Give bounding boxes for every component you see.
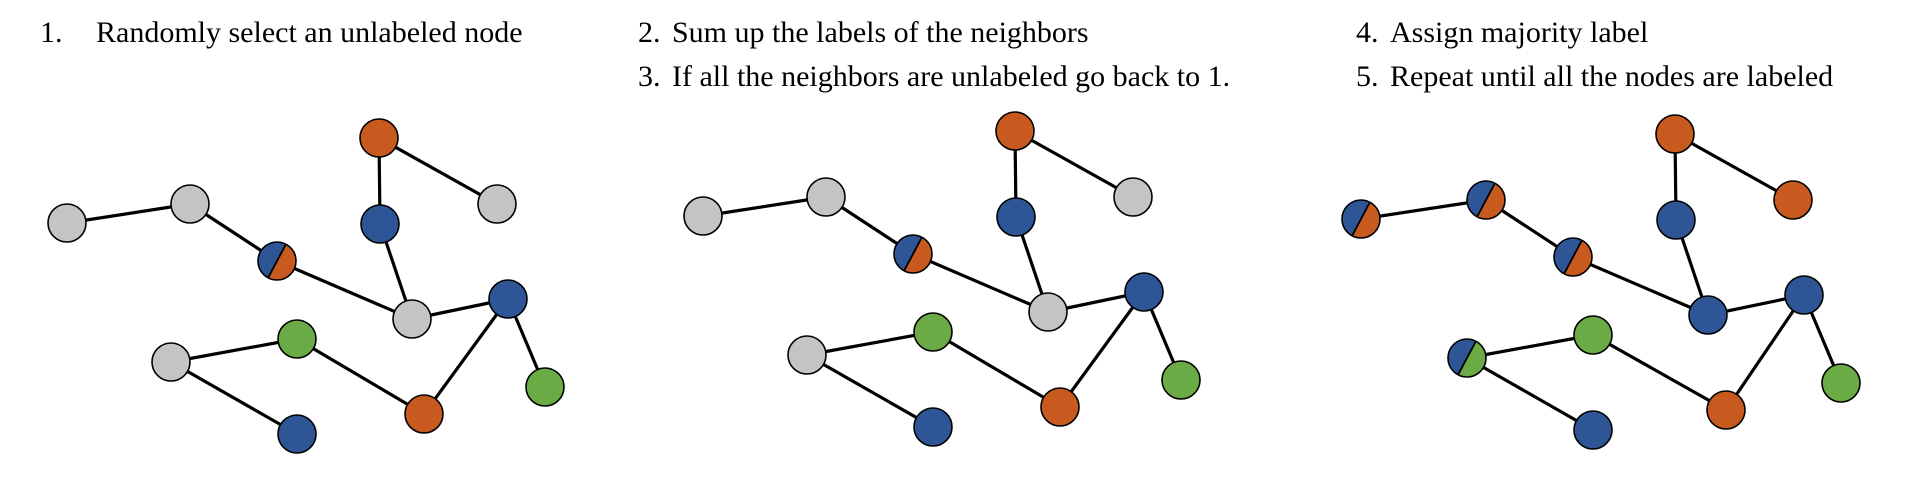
split-node [257, 241, 297, 281]
orange-node [1773, 180, 1813, 220]
graph-edge [1013, 129, 1135, 199]
unlabeled-node [47, 203, 87, 243]
graph-edge [275, 259, 414, 321]
graph-edge [701, 195, 828, 218]
step-2-number: 2. [638, 16, 661, 49]
unlabeled-node [1113, 177, 1153, 217]
green-node [1573, 315, 1613, 355]
orange-node [404, 394, 444, 434]
graph-edge [805, 330, 935, 357]
split-node [893, 234, 933, 274]
graph-edge [1724, 293, 1806, 412]
blue-node [913, 407, 953, 447]
graph-panel-2 [683, 111, 1201, 447]
graph-edge [65, 202, 192, 225]
graph-panel-3 [1341, 114, 1861, 450]
graph-edge [911, 252, 1050, 314]
unlabeled-node [477, 184, 517, 224]
step-1-number: 1. [40, 16, 63, 49]
orange-node [1655, 114, 1695, 154]
blue-node [360, 204, 400, 244]
step-1-text: Randomly select an unlabeled node [96, 16, 523, 49]
graph-edge [1465, 356, 1595, 432]
orange-node [1040, 387, 1080, 427]
green-node [525, 367, 565, 407]
blue-node [996, 197, 1036, 237]
step-5-number: 5. [1356, 60, 1379, 93]
graph-edge [377, 136, 499, 206]
graph-edge [1571, 255, 1710, 317]
graph-edge [1591, 333, 1728, 412]
step-3-text: If all the neighbors are unlabeled go ba… [672, 60, 1231, 93]
blue-node [1784, 275, 1824, 315]
step-3-number: 3. [638, 60, 661, 93]
blue-node [277, 414, 317, 454]
graph-edge [1465, 333, 1595, 360]
graph-edge [295, 337, 426, 416]
green-node [1161, 360, 1201, 400]
step-1: 1. Randomly select an unlabeled node [40, 16, 523, 50]
step-2: 2. Sum up the labels of the neighbors [638, 16, 1089, 50]
unlabeled-node [151, 342, 191, 382]
orange-node [359, 118, 399, 158]
blue-node [1124, 272, 1164, 312]
step-4: 4. Assign majority label [1356, 16, 1648, 50]
graph-edge [1359, 198, 1488, 221]
unlabeled-node [1028, 292, 1068, 332]
blue-node [1656, 200, 1696, 240]
step-4-text: Assign majority label [1390, 16, 1649, 49]
unlabeled-node [683, 196, 723, 236]
step-2-text: Sum up the labels of the neighbors [672, 16, 1089, 49]
unlabeled-node [392, 299, 432, 339]
graph-edge [805, 353, 935, 429]
graph-edge [169, 337, 299, 364]
split-node [1447, 338, 1487, 378]
unlabeled-node [806, 177, 846, 217]
blue-node [1688, 295, 1728, 335]
green-node [1821, 363, 1861, 403]
unlabeled-node [787, 335, 827, 375]
graph-edge [1058, 290, 1146, 409]
step-3: 3. If all the neighbors are unlabeled go … [638, 60, 1230, 94]
split-node [1553, 237, 1593, 277]
blue-node [1573, 410, 1613, 450]
graph-edge [169, 360, 299, 436]
unlabeled-node [170, 184, 210, 224]
graph-edge [1673, 132, 1795, 202]
split-node [1466, 180, 1506, 220]
orange-node [995, 111, 1035, 151]
green-node [277, 319, 317, 359]
step-5: 5. Repeat until all the nodes are labeled [1356, 60, 1833, 94]
step-5-text: Repeat until all the nodes are labeled [1390, 60, 1834, 93]
split-node [1341, 199, 1381, 239]
orange-node [1706, 390, 1746, 430]
graph-edge [422, 297, 510, 416]
green-node [913, 312, 953, 352]
graph-panel-1 [47, 118, 565, 454]
graph-edge [931, 330, 1062, 409]
blue-node [488, 279, 528, 319]
step-4-number: 4. [1356, 16, 1379, 49]
